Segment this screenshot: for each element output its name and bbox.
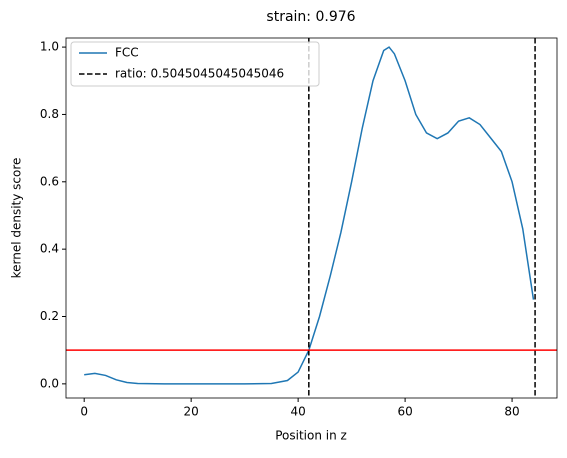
y-tick-label: 0.4 <box>40 242 59 256</box>
y-tick-label: 0.6 <box>40 174 59 188</box>
chart-title: strain: 0.976 <box>266 9 355 25</box>
x-tick-label: 0 <box>80 405 88 419</box>
x-tick-label: 40 <box>290 405 305 419</box>
x-axis-label: Position in z <box>275 429 347 443</box>
legend-label: FCC <box>115 46 139 60</box>
legend-box <box>70 41 320 87</box>
y-tick-label: 1.0 <box>40 40 59 54</box>
line <box>84 46 535 385</box>
x-tick-label: 60 <box>397 405 412 419</box>
plot-frame <box>65 37 558 399</box>
y-tick-label: 0.0 <box>40 376 59 390</box>
y-tick-label: 0.2 <box>40 309 59 323</box>
x-tick-label: 80 <box>504 405 519 419</box>
legend-label: ratio: 0.5045045045045046 <box>115 67 284 81</box>
x-tick-label: 20 <box>184 405 199 419</box>
y-tick-label: 0.8 <box>40 107 59 121</box>
y-axis-label: kernel density score <box>10 158 24 279</box>
